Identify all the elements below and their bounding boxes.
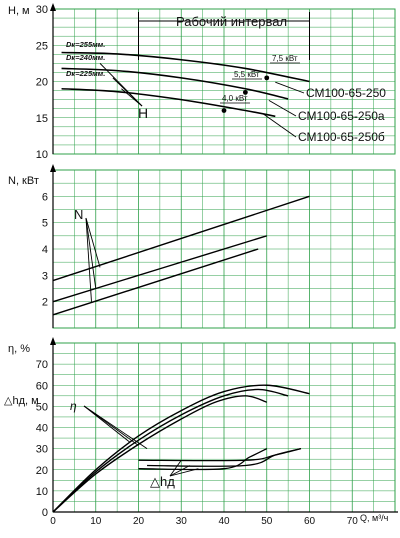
y-tick-label: 6 bbox=[42, 191, 48, 203]
y-tick-label: 25 bbox=[36, 40, 48, 52]
h-leader bbox=[121, 88, 143, 107]
pump-leader bbox=[275, 81, 305, 94]
head-curve bbox=[61, 87, 276, 118]
eta-leader bbox=[83, 405, 148, 449]
work-interval-label: Рабочий интервал bbox=[176, 14, 287, 29]
y-tick-label: 30 bbox=[36, 4, 48, 16]
x-tick-label: 40 bbox=[218, 516, 230, 527]
power-curve bbox=[52, 248, 259, 316]
operating-point bbox=[242, 89, 248, 95]
series-label-225: Dк=225мм. bbox=[66, 69, 105, 78]
curve-layer bbox=[52, 12, 310, 513]
npsh-leader bbox=[169, 468, 199, 477]
x-tick-label: 30 bbox=[176, 516, 188, 527]
power-curve bbox=[52, 235, 267, 303]
efficiency-curve bbox=[52, 384, 310, 513]
y-tick-label: 4 bbox=[42, 244, 48, 256]
x-tick-label: 0 bbox=[50, 516, 56, 527]
y-tick-label: 3 bbox=[42, 270, 48, 282]
npsh-leader bbox=[169, 465, 191, 477]
pump-label-250a: СМ100-65-250а bbox=[298, 109, 385, 123]
y-tick-label: 10 bbox=[36, 149, 48, 161]
h-group-label: H bbox=[138, 105, 148, 121]
y-tick-label: 30 bbox=[36, 444, 48, 456]
series-label-255: Dк=255мм. bbox=[66, 40, 105, 49]
y-tick-label: 15 bbox=[36, 113, 48, 125]
power-curve bbox=[52, 195, 310, 282]
pump-label-250b: СМ100-65-250б bbox=[298, 130, 385, 144]
y-tick-label: 20 bbox=[36, 465, 48, 477]
x-tick-label: 10 bbox=[90, 516, 102, 527]
n-leader bbox=[85, 217, 97, 289]
y-tick-label: 50 bbox=[36, 401, 48, 413]
operating-point bbox=[221, 108, 227, 113]
x-tick-label: 60 bbox=[304, 516, 316, 527]
x-tick-label: 50 bbox=[261, 516, 273, 527]
efficiency-curve bbox=[52, 395, 267, 513]
power-label-5-5: 5,5 кВт bbox=[234, 70, 260, 79]
pump-leader bbox=[268, 99, 297, 117]
npsh-curve bbox=[147, 447, 302, 467]
efficiency-curve bbox=[52, 388, 289, 513]
npsh-curve bbox=[138, 448, 268, 471]
n-leader bbox=[85, 217, 92, 302]
x-tick-label: 70 bbox=[347, 516, 359, 527]
n-axis-label: N, кВт bbox=[8, 175, 39, 187]
x-axis-label: Q, м³/ч bbox=[360, 513, 389, 523]
power-label-4-0: 4,0 кВт bbox=[222, 94, 248, 103]
y-tick-label: 2 bbox=[42, 297, 48, 309]
y-tick-label: 5 bbox=[42, 218, 48, 230]
y-axis-arrow bbox=[50, 337, 56, 345]
h-axis-label: H, м bbox=[8, 5, 30, 17]
eta-axis-label: η, % bbox=[8, 343, 30, 355]
pump-leader bbox=[262, 113, 297, 138]
head-curve bbox=[61, 51, 310, 83]
npsh-leader bbox=[169, 459, 182, 477]
y-tick-label: 70 bbox=[36, 359, 48, 371]
y-axis-arrow bbox=[50, 164, 56, 172]
grid-layer bbox=[50, 3, 398, 513]
y-tick-label: 20 bbox=[36, 77, 48, 89]
npsh-group-label: △hд bbox=[150, 474, 175, 489]
n-leader bbox=[85, 217, 101, 268]
label-layer: H, м N, кВт η, % △hд, м Q, м³/ч Рабочий … bbox=[4, 4, 389, 527]
operating-point bbox=[264, 75, 270, 81]
power-label-7-5: 7,5 кВт bbox=[272, 54, 298, 63]
npsh-axis-label: △hд, м bbox=[4, 395, 39, 407]
y-tick-label: 0 bbox=[42, 507, 48, 519]
y-tick-label: 40 bbox=[36, 423, 48, 435]
series-label-240: Dк=240мм. bbox=[66, 53, 105, 62]
head-curve bbox=[61, 67, 289, 100]
h-leader bbox=[112, 77, 143, 107]
y-axis-arrow bbox=[50, 3, 56, 11]
y-tick-label: 10 bbox=[36, 486, 48, 498]
y-tick-label: 60 bbox=[36, 380, 48, 392]
n-group-label: N bbox=[74, 207, 83, 222]
x-tick-label: 20 bbox=[133, 516, 145, 527]
pump-label-250: СМ100-65-250 bbox=[306, 86, 386, 100]
eta-group-label: η bbox=[70, 399, 77, 413]
